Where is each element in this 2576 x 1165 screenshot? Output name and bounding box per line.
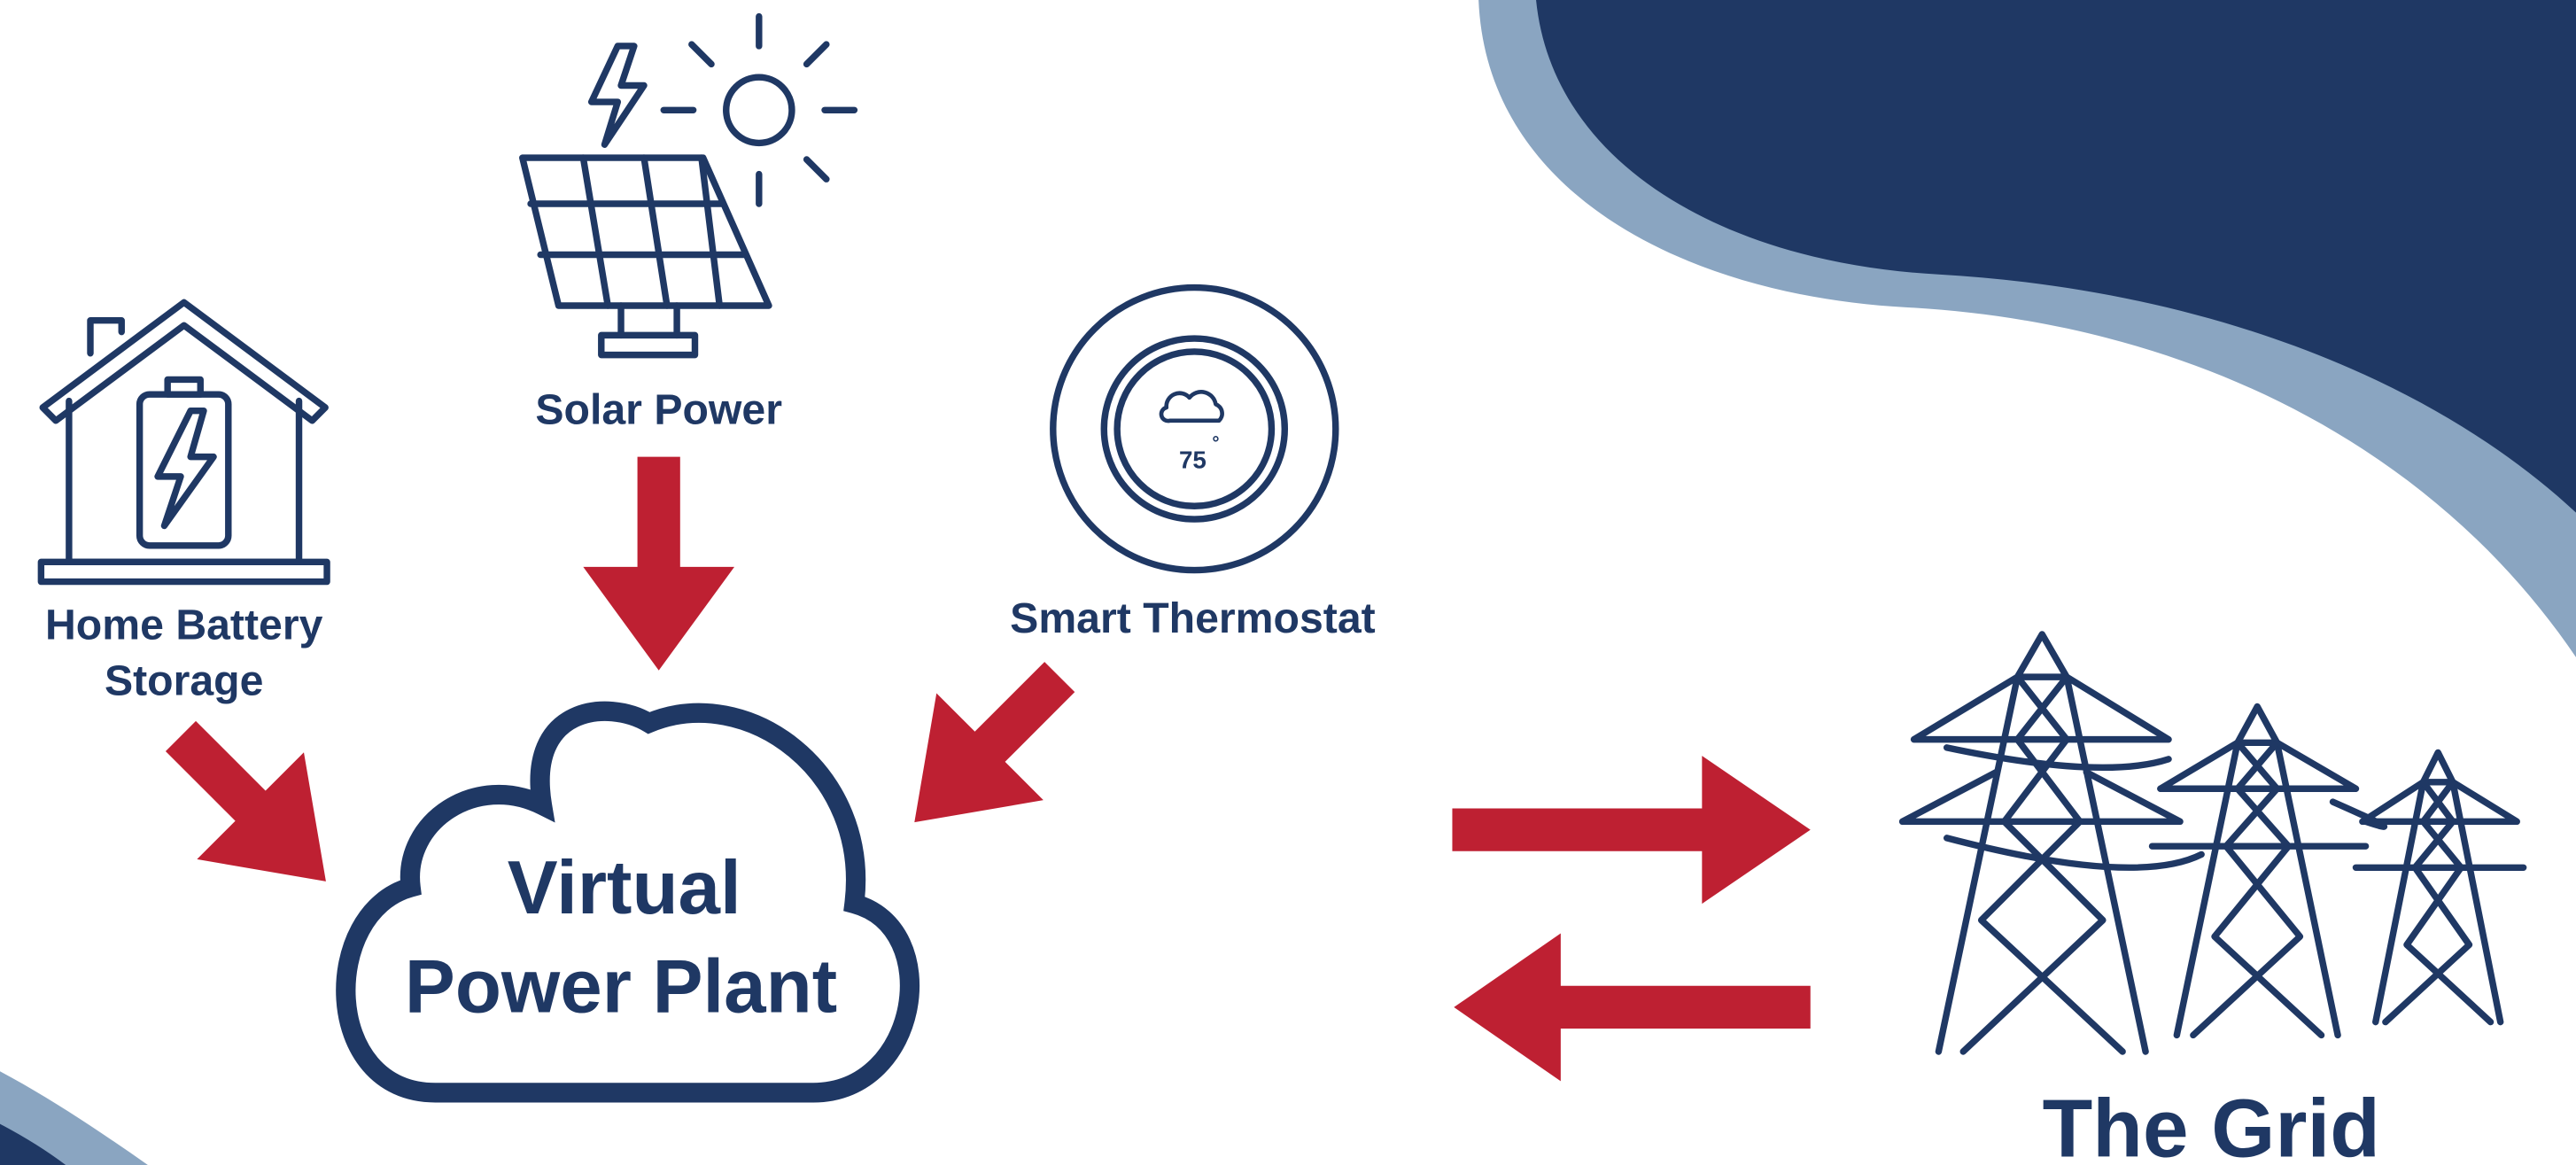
vpp-label: Virtual <box>508 846 741 930</box>
battery-label: Storage <box>105 657 263 705</box>
grid-towers-icon <box>1903 634 2524 1052</box>
thermostat-temperature: 75 <box>1179 447 1207 474</box>
thermostat-icon <box>1053 288 1336 571</box>
arrow-battery <box>128 683 380 936</box>
thermostat-unit: ° <box>1212 433 1219 453</box>
home-battery-icon <box>41 302 327 581</box>
vpp-label: Power Plant <box>405 944 837 1029</box>
thermostat-label: Smart Thermostat <box>1010 594 1376 642</box>
diagram: 75 ° Home Battery Storage Solar Power Sm… <box>0 0 2576 1165</box>
grid-label: The Grid <box>2043 1083 2380 1165</box>
solar-icon <box>523 17 855 355</box>
arrow-to-grid <box>1452 756 1810 904</box>
battery-label: Home Battery <box>45 601 323 649</box>
arrow-solar <box>583 457 734 671</box>
arrows <box>128 457 1811 1082</box>
arrow-from-grid <box>1454 933 1810 1081</box>
solar-label: Solar Power <box>535 386 782 434</box>
arrow-thermostat <box>861 624 1113 876</box>
